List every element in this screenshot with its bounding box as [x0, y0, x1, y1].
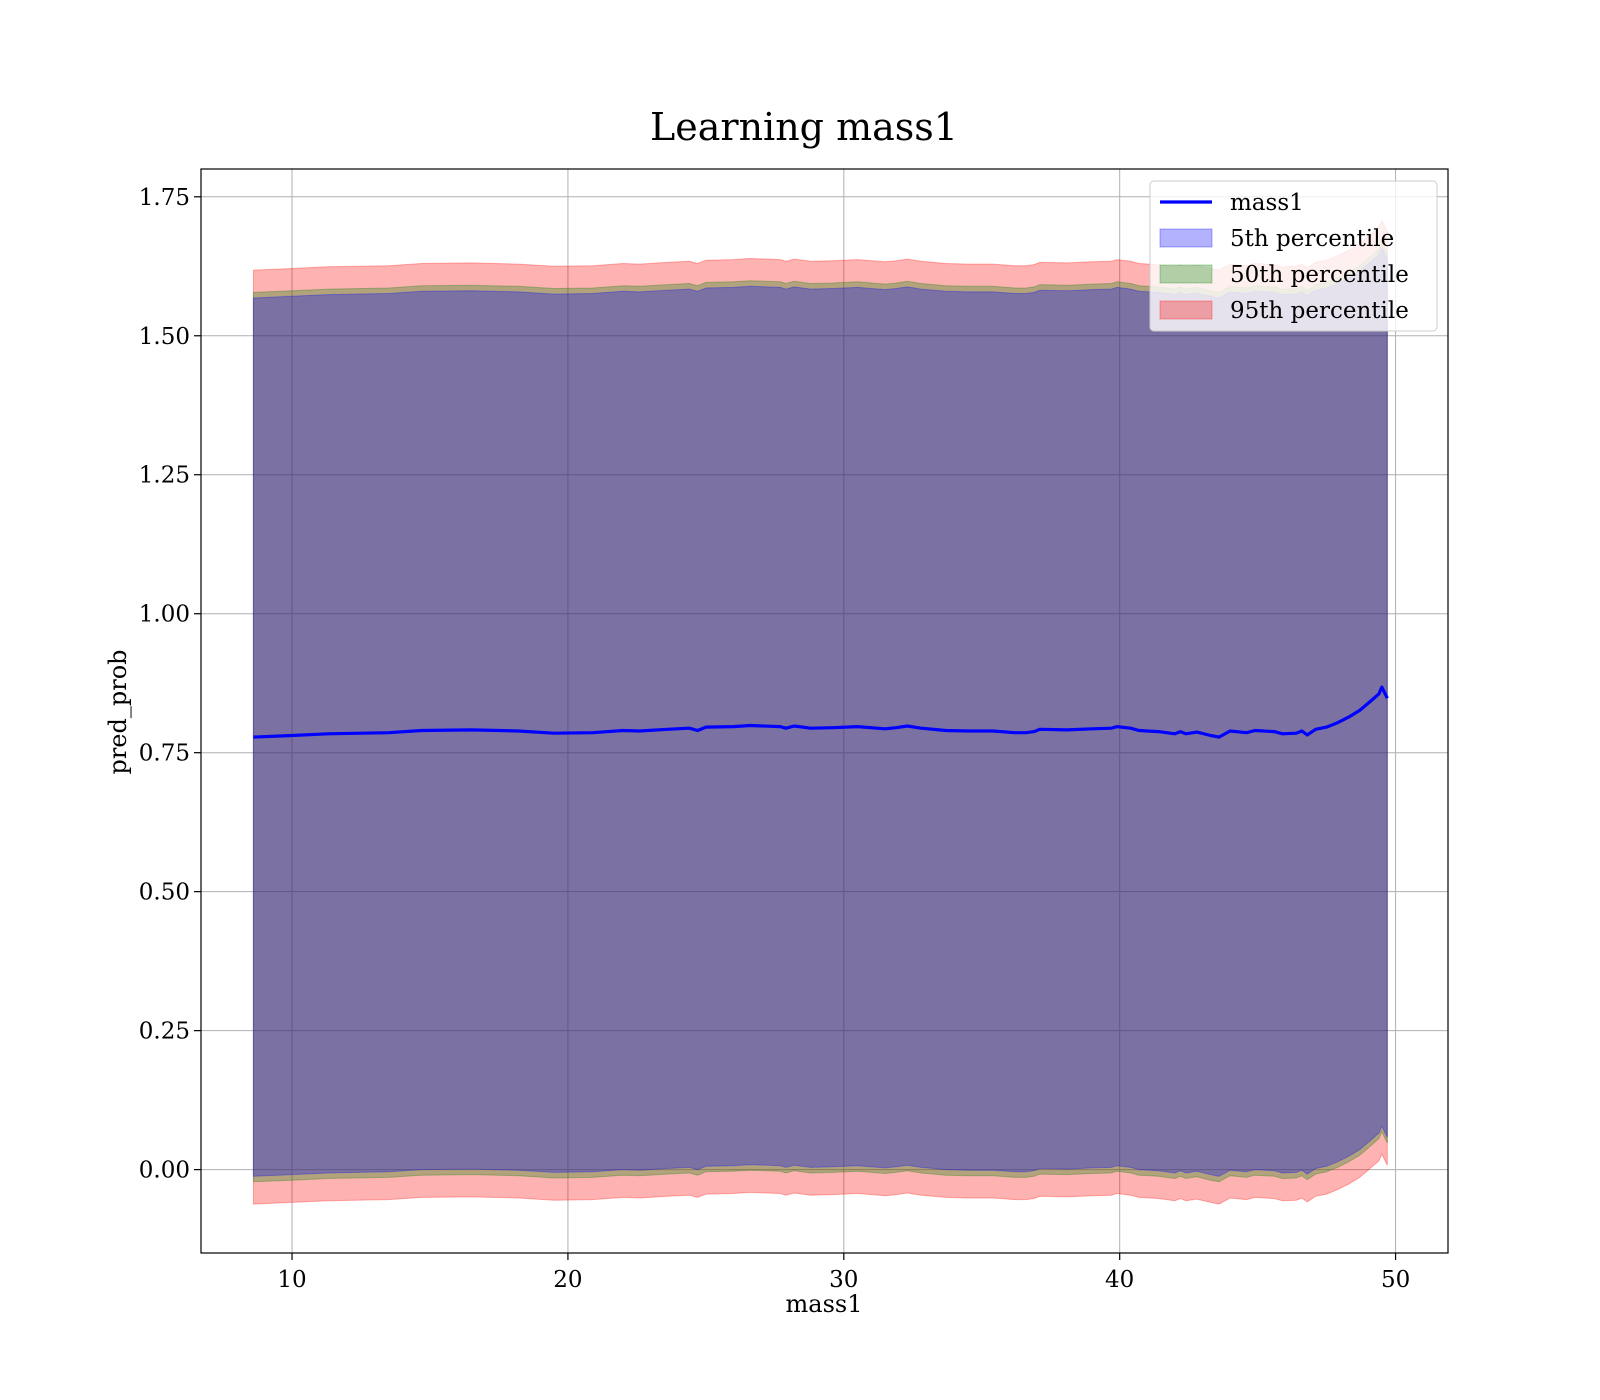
legend-label: 5th percentile	[1230, 226, 1394, 252]
y-tick-label: 1.00	[139, 602, 190, 628]
y-tick-label: 0.50	[139, 880, 190, 906]
legend-box	[1149, 180, 1438, 332]
band-95th-percentile	[252, 218, 1388, 1205]
legend-swatch-patch	[1159, 228, 1213, 248]
x-tick-label: 30	[829, 1267, 858, 1293]
y-tick-label: 0.25	[139, 1019, 190, 1045]
series-lines	[253, 685, 1389, 739]
y-tick-label: 1.75	[139, 185, 190, 211]
y-tick-label: 1.50	[139, 324, 190, 350]
legend-label: 95th percentile	[1230, 298, 1409, 324]
legend-label: 50th percentile	[1230, 262, 1409, 288]
y-axis-ticks: 0.00 0.25 0.50 0.75 1.00 1.25 1.50 1.75	[139, 185, 201, 1184]
legend: mass1 5th percentile 50th percentile 95th p…	[1149, 180, 1438, 332]
legend-swatch-patch	[1159, 264, 1213, 284]
percentile-bands	[252, 218, 1388, 1205]
y-tick-label: 0.75	[139, 741, 190, 767]
x-tick-label: 50	[1381, 1267, 1410, 1293]
grid	[201, 169, 1448, 1253]
x-tick-label: 20	[553, 1267, 582, 1293]
legend-label: mass1	[1230, 190, 1304, 216]
x-axis-label: mass1	[786, 1290, 863, 1318]
x-axis-ticks: 10 20 30 40 50	[277, 1253, 1410, 1293]
x-tick-label: 40	[1105, 1267, 1134, 1293]
plot-area	[201, 169, 1448, 1253]
band-5th-percentile	[252, 246, 1388, 1177]
legend-swatch-patch	[1159, 300, 1213, 320]
y-tick-label: 0.00	[139, 1158, 190, 1184]
band-50th-percentile	[252, 241, 1388, 1183]
y-axis-label: pred_prob	[104, 649, 132, 774]
y-tick-label: 1.25	[139, 463, 190, 489]
series-line-mass1	[253, 685, 1389, 739]
x-tick-label: 10	[277, 1267, 306, 1293]
axes-frame	[200, 168, 1449, 1254]
chart-title: Learning mass1	[650, 105, 958, 149]
